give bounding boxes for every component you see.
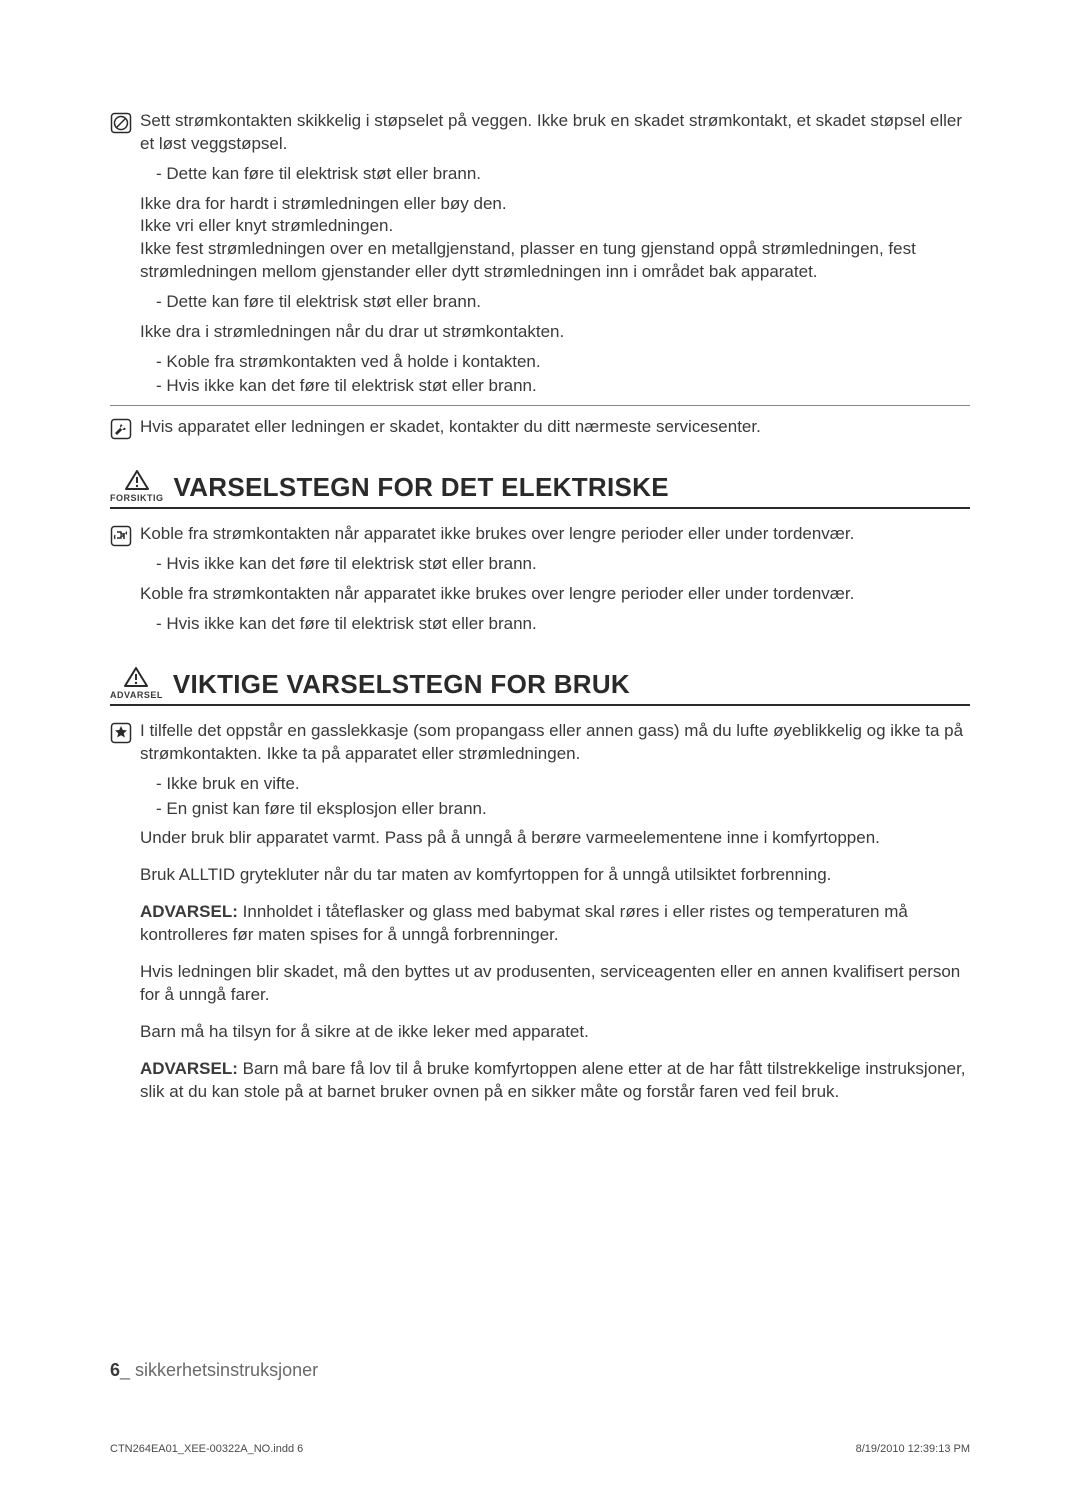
warning-triangle-icon (124, 469, 150, 491)
sub-list: Dette kan føre til elektrisk støt eller … (140, 290, 970, 315)
sub-item: Dette kan føre til elektrisk støt eller … (156, 290, 970, 315)
indd-timestamp: 8/19/2010 12:39:13 PM (856, 1443, 970, 1455)
paragraph: I tilfelle det oppstår en gasslekkasje (… (140, 720, 970, 766)
section-heading: FORSIKTIG VARSELSTEGN FOR DET ELEKTRISKE (110, 469, 970, 509)
heading-label-column: FORSIKTIG (110, 469, 164, 503)
paragraph: Ikke vri eller knyt strømledningen. (140, 215, 970, 238)
sub-item: Hvis ikke kan det føre til elektrisk stø… (156, 552, 970, 577)
heading-title: VIKTIGE VARSELSTEGN FOR BRUK (173, 669, 630, 700)
paragraph: Hvis apparatet eller ledningen er skadet… (140, 416, 970, 439)
prohibition-icon (110, 110, 140, 134)
sub-list: Ikke bruk en vifte. En gnist kan føre ti… (140, 772, 970, 821)
indd-filename: CTN264EA01_XEE-00322A_NO.indd 6 (110, 1443, 303, 1455)
sub-item: Dette kan føre til elektrisk støt eller … (156, 162, 970, 187)
paragraph: ADVARSEL: Innholdet i tåteflasker og gla… (140, 901, 970, 947)
paragraph: Hvis ledningen blir skadet, må den bytte… (140, 961, 970, 1007)
sub-item: Ikke bruk en vifte. (156, 772, 970, 797)
service-block: Hvis apparatet eller ledningen er skadet… (110, 416, 970, 445)
section-heading: ADVARSEL VIKTIGE VARSELSTEGN FOR BRUK (110, 666, 970, 706)
warning-triangle-icon (123, 666, 149, 688)
page-footer: 6_ sikkerhetsinstruksjoner (110, 1360, 318, 1381)
unplug-icon (110, 523, 140, 547)
heading-small-label: FORSIKTIG (110, 493, 164, 503)
paragraph: Under bruk blir apparatet varmt. Pass på… (140, 827, 970, 850)
text-column: I tilfelle det oppstår en gasslekkasje (… (140, 720, 970, 1110)
heading-title: VARSELSTEGN FOR DET ELEKTRISKE (174, 472, 669, 503)
sub-list: Dette kan føre til elektrisk støt eller … (140, 162, 970, 187)
sub-item: En gnist kan føre til eksplosjon eller b… (156, 797, 970, 822)
text-column: Koble fra strømkontakten når apparatet i… (140, 523, 970, 642)
heading-small-label: ADVARSEL (110, 690, 163, 700)
paragraph: Bruk ALLTID grytekluter når du tar maten… (140, 864, 970, 887)
prohibition-block: Sett strømkontakten skikkelig i støpsele… (110, 110, 970, 401)
page-footer-label: _ sikkerhetsinstruksjoner (120, 1360, 318, 1380)
paragraph: Ikke fest strømledningen over en metallg… (140, 238, 970, 284)
text-column: Sett strømkontakten skikkelig i støpsele… (140, 110, 970, 401)
sub-item: Hvis ikke kan det føre til elektrisk stø… (156, 374, 970, 399)
advarsel-label: ADVARSEL: (140, 902, 238, 921)
text-column: Hvis apparatet eller ledningen er skadet… (140, 416, 970, 445)
sub-item: Hvis ikke kan det føre til elektrisk stø… (156, 612, 970, 637)
paragraph: Ikke dra i strømledningen når du drar ut… (140, 321, 970, 344)
sub-item: Koble fra strømkontakten ved å holde i k… (156, 350, 970, 375)
page-number: 6 (110, 1360, 120, 1380)
advarsel-label: ADVARSEL: (140, 1059, 238, 1078)
paragraph: Koble fra strømkontakten når apparatet i… (140, 583, 970, 606)
unplug-block: Koble fra strømkontakten når apparatet i… (110, 523, 970, 642)
sub-list: Hvis ikke kan det føre til elektrisk stø… (140, 552, 970, 577)
paragraph: ADVARSEL: Barn må bare få lov til å bruk… (140, 1058, 970, 1104)
paragraph: Koble fra strømkontakten når apparatet i… (140, 523, 970, 546)
heading-label-column: ADVARSEL (110, 666, 163, 700)
sub-list: Hvis ikke kan det føre til elektrisk stø… (140, 612, 970, 637)
important-block: I tilfelle det oppstår en gasslekkasje (… (110, 720, 970, 1110)
paragraph-text: Innholdet i tåteflasker og glass med bab… (140, 902, 908, 944)
sub-list: Koble fra strømkontakten ved å holde i k… (140, 350, 970, 399)
divider (110, 405, 970, 406)
paragraph: Barn må ha tilsyn for å sikre at de ikke… (140, 1021, 970, 1044)
paragraph: Ikke dra for hardt i strømledningen elle… (140, 193, 970, 216)
paragraph-text: Barn må bare få lov til å bruke komfyrto… (140, 1059, 966, 1101)
wrench-icon (110, 416, 140, 440)
page-content: Sett strømkontakten skikkelig i støpsele… (0, 0, 1080, 1110)
star-icon (110, 720, 140, 744)
indd-footer: CTN264EA01_XEE-00322A_NO.indd 6 8/19/201… (110, 1443, 970, 1455)
paragraph: Sett strømkontakten skikkelig i støpsele… (140, 110, 970, 156)
